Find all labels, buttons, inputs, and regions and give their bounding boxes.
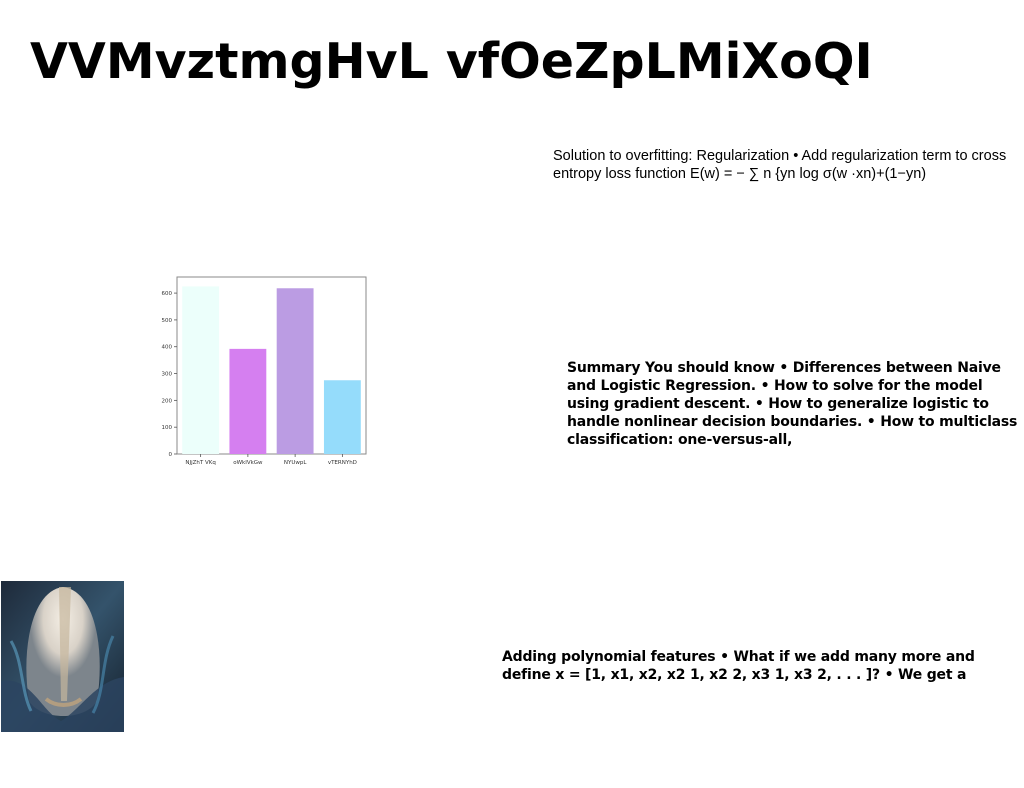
y-tick-label-6: 600 <box>162 291 173 297</box>
cave-photo <box>1 581 124 732</box>
y-tick-label-1: 100 <box>162 425 173 431</box>
bar-chart-svg: 0 100 200 300 400 500 600 NJjZhT VKq oWkIVkGw NYU… <box>162 276 367 466</box>
bar-1 <box>229 348 267 454</box>
bar-2 <box>276 288 314 454</box>
summary-text: Summary You should know • Differences be… <box>567 360 1018 448</box>
x-tick-label-1: oWkIVkGw <box>233 460 263 466</box>
y-tick-label-4: 400 <box>162 345 173 351</box>
y-tick-label-5: 500 <box>162 318 173 324</box>
bar-0 <box>182 286 220 454</box>
bar-chart: 0 100 200 300 400 500 600 NJjZhT VKq oWkIVkGw NYU… <box>158 270 373 470</box>
y-tick-label-0: 0 <box>169 452 173 458</box>
polynomial-text: Adding polynomial features • What if we … <box>502 649 975 683</box>
x-tick-label-2: NYUwpL <box>284 460 307 466</box>
x-tick-label-0: NJjZhT VKq <box>185 460 216 466</box>
overfitting-text: Solution to overfitting: Regularization … <box>553 148 1007 182</box>
cave-photo-icon <box>1 581 124 732</box>
page-title: VVMvztmgHvL vfOeZpLMiXoQI <box>30 33 873 90</box>
y-tick-label-2: 200 <box>162 398 173 404</box>
y-tick-label-3: 300 <box>162 372 173 378</box>
bar-3 <box>323 380 361 454</box>
x-tick-label-3: vTERNYhD <box>328 460 357 466</box>
